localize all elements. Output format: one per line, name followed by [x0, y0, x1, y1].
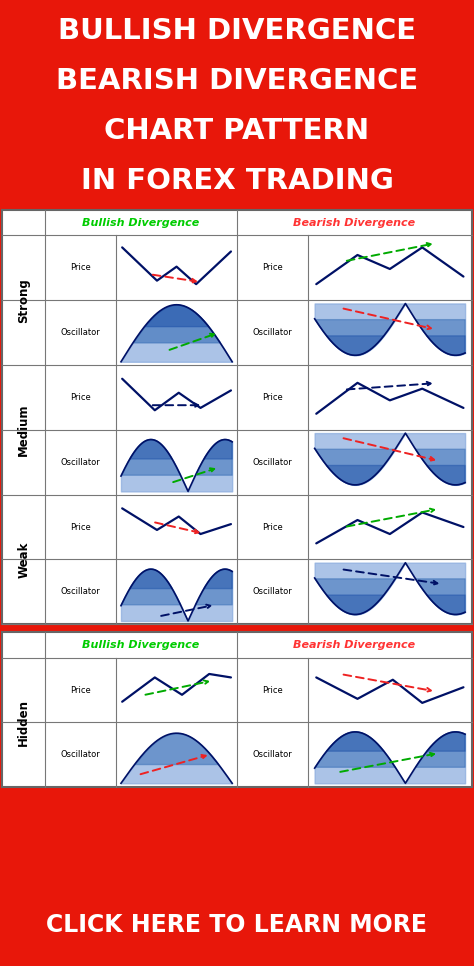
Text: Price: Price [262, 264, 283, 272]
Text: Bearish Divergence: Bearish Divergence [293, 640, 415, 650]
Text: Bullish Divergence: Bullish Divergence [82, 640, 200, 650]
Text: Oscillator: Oscillator [61, 750, 100, 759]
Text: Price: Price [70, 393, 91, 402]
Text: Price: Price [70, 264, 91, 272]
Text: Oscillator: Oscillator [61, 587, 100, 596]
Text: CLICK HERE TO LEARN MORE: CLICK HERE TO LEARN MORE [46, 913, 428, 937]
Text: Price: Price [262, 393, 283, 402]
Text: Oscillator: Oscillator [253, 587, 292, 596]
Text: Oscillator: Oscillator [253, 750, 292, 759]
Text: Price: Price [262, 523, 283, 531]
Text: Medium: Medium [17, 404, 30, 456]
Text: Price: Price [70, 523, 91, 531]
Text: Oscillator: Oscillator [253, 328, 292, 337]
Bar [2, 633, 472, 786]
Text: IN FOREX TRADING: IN FOREX TRADING [81, 167, 393, 195]
Text: CHART PATTERN: CHART PATTERN [104, 117, 370, 145]
Text: Oscillator: Oscillator [61, 458, 100, 467]
Text: Oscillator: Oscillator [61, 328, 100, 337]
Text: BEARISH DIVERGENCE: BEARISH DIVERGENCE [56, 67, 418, 95]
Text: Strong: Strong [17, 278, 30, 323]
Bar [2, 210, 472, 624]
Text: Hidden: Hidden [17, 698, 30, 746]
Text: Bearish Divergence: Bearish Divergence [293, 217, 415, 228]
Text: Price: Price [262, 686, 283, 695]
Text: Oscillator: Oscillator [253, 458, 292, 467]
Text: Price: Price [70, 686, 91, 695]
Text: Bullish Divergence: Bullish Divergence [82, 217, 200, 228]
Text: Weak: Weak [17, 541, 30, 578]
Text: BULLISH DIVERGENCE: BULLISH DIVERGENCE [58, 17, 416, 45]
